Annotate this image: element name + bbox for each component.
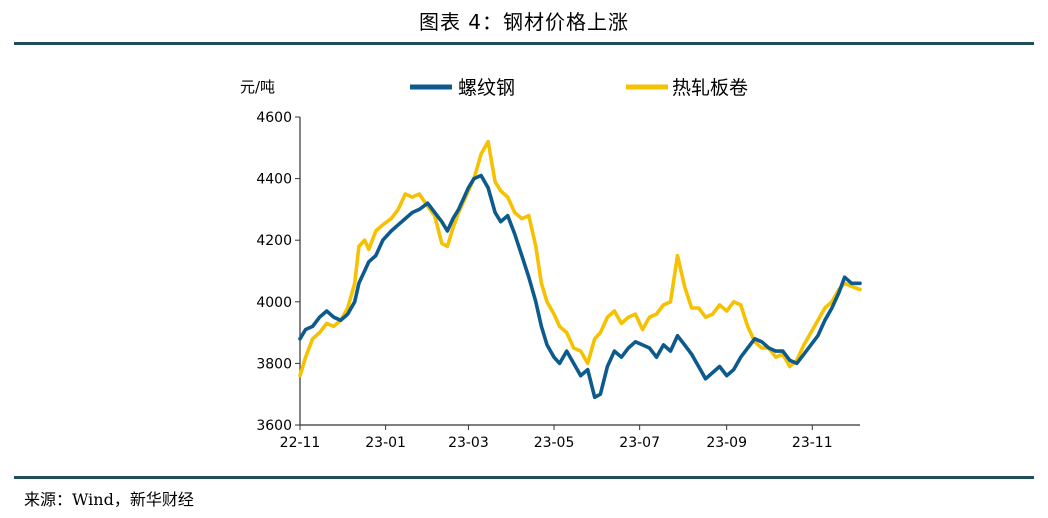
x-tick-label: 23-11 <box>792 435 833 451</box>
y-tick-label: 4400 <box>256 172 292 188</box>
legend-label-rebar: 螺纹钢 <box>458 77 515 99</box>
x-tick-label: 23-09 <box>706 435 747 451</box>
title-rule <box>14 42 1034 45</box>
x-tick-label: 22-11 <box>280 435 321 451</box>
y-axis-label: 元/吨 <box>240 78 275 96</box>
x-tick-label: 23-05 <box>534 435 575 451</box>
y-tick-label: 3600 <box>256 418 292 434</box>
legend-label-hot-rolled: 热轧板卷 <box>672 77 748 99</box>
y-tick-label: 3800 <box>256 356 292 372</box>
price-line-chart: 元/吨 螺纹钢 热轧板卷 3600 3800 4000 4200 4400 4600 22-… <box>240 77 862 451</box>
legend: 螺纹钢 热轧板卷 <box>410 77 748 99</box>
x-tick-label: 23-07 <box>619 435 660 451</box>
figure-title: 图表 4：钢材价格上涨 <box>418 10 630 34</box>
x-tick-label: 23-01 <box>365 435 406 451</box>
footer-rule <box>14 476 1034 479</box>
y-tick-label: 4600 <box>256 110 292 126</box>
series-line-hot-rolled <box>298 139 862 378</box>
x-tick-label: 23-03 <box>448 435 489 451</box>
axes: 3600 3800 4000 4200 4400 4600 22-11 23-01 23-03 2… <box>256 110 860 451</box>
y-tick-label: 4000 <box>256 295 292 311</box>
y-tick-label: 4200 <box>256 233 292 249</box>
series-line-rebar <box>298 173 862 400</box>
source-note: 来源：Wind，新华财经 <box>24 490 194 509</box>
series-layer <box>298 139 862 400</box>
